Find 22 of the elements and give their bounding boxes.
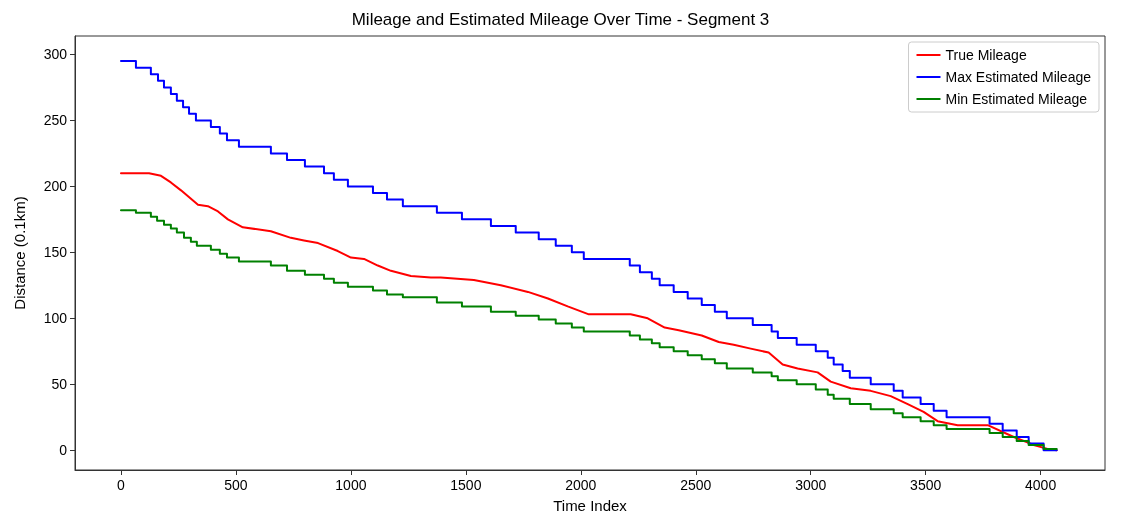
x-tick-label: 1500 — [450, 477, 482, 493]
x-tick-label: 4000 — [1025, 477, 1057, 493]
legend-label: Max Estimated Mileage — [945, 69, 1092, 85]
x-tick-label: 500 — [224, 477, 248, 493]
y-tick-label: 50 — [51, 376, 68, 393]
y-tick-label: 0 — [59, 442, 68, 459]
x-tick-label: 3500 — [910, 477, 942, 493]
x-tick-label: 2000 — [565, 477, 597, 493]
x-axis-title: Time Index — [553, 497, 628, 514]
y-axis-title: Distance (0.1km) — [11, 196, 28, 310]
y-tick-label: 200 — [43, 178, 68, 195]
chart-title: Mileage and Estimated Mileage Over Time - Segment 3 — [351, 10, 770, 29]
x-tick-label: 0 — [117, 477, 126, 493]
y-tick-label: 100 — [43, 310, 68, 327]
legend-label: True Mileage — [945, 47, 1027, 63]
y-tick-label: 150 — [43, 244, 68, 261]
legend-label: Min Estimated Mileage — [945, 91, 1088, 107]
y-tick-label: 300 — [43, 46, 68, 63]
x-tick-label: 3000 — [795, 477, 827, 493]
x-tick-label: 2500 — [680, 477, 712, 493]
x-tick-label: 1000 — [335, 477, 367, 493]
y-tick-label: 250 — [43, 112, 68, 129]
